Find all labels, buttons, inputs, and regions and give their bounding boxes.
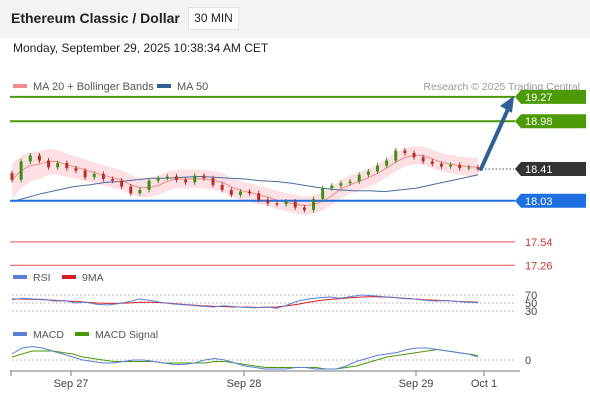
legend-swatch: [75, 332, 89, 336]
x-tick-label: Oct 1: [471, 378, 497, 390]
candle-body: [257, 193, 261, 200]
bollinger-band: [12, 146, 478, 215]
candle-body: [211, 178, 215, 185]
legend-swatch: [13, 275, 27, 279]
price-label: 17.54: [525, 237, 553, 249]
candle-body: [156, 178, 160, 181]
forecast-arrow: [479, 104, 511, 171]
legend-label: MACD: [33, 329, 64, 341]
rsi-level-label: 30: [525, 306, 537, 318]
candle-body: [138, 189, 142, 194]
candle-body: [83, 170, 87, 178]
candle-body: [120, 180, 124, 187]
macd-signal-line: [11, 348, 479, 370]
candle-body: [430, 161, 434, 164]
price-tag-box: [515, 193, 586, 208]
candle-body: [449, 164, 453, 167]
candle-body: [458, 164, 462, 169]
candle-body: [293, 201, 297, 208]
legend-label: 9MA: [82, 272, 104, 284]
candle-body: [220, 184, 224, 190]
legend-swatch: [13, 84, 27, 88]
candle-body: [19, 161, 23, 180]
candle-body: [193, 175, 197, 183]
candle-body: [339, 183, 343, 186]
candle-body: [174, 176, 178, 180]
x-tick-label: Sep 27: [54, 378, 89, 390]
datetime-label: Monday, September 29, 2025 10:38:34 AM C…: [13, 41, 269, 55]
candle-body: [184, 179, 188, 183]
candle-body: [92, 173, 96, 178]
candle-body: [275, 203, 279, 205]
macd-line: [11, 345, 479, 370]
forecast-arrowhead: [500, 95, 514, 113]
header-bar: Ethereum Classic / Dollar 30 MIN: [0, 0, 590, 38]
candle-body: [302, 207, 306, 210]
candle-body: [65, 163, 69, 169]
legend-swatch: [13, 332, 27, 336]
chart-title: Ethereum Classic / Dollar: [11, 10, 180, 26]
price-tag-box: [515, 161, 586, 176]
price-tag-box: [515, 89, 586, 104]
macd-zero-label: 0: [525, 355, 531, 367]
candle-body: [28, 155, 32, 162]
candle-body: [284, 201, 288, 205]
candle-body: [312, 199, 316, 210]
timeframe-selector[interactable]: 30 MIN: [188, 7, 239, 30]
candle-body: [111, 179, 115, 181]
legend-label: RSI: [33, 272, 51, 284]
candle-body: [412, 153, 416, 158]
candle-body: [394, 150, 398, 161]
candle-body: [37, 155, 41, 161]
candle-body: [467, 167, 471, 169]
candle-body: [330, 185, 334, 189]
x-tick-label: Sep 28: [227, 378, 262, 390]
candle-body: [147, 180, 151, 190]
legend-label: MA 20 + Bollinger Bands: [33, 81, 154, 93]
legend-label: MA 50: [177, 81, 208, 93]
ma20-line: [11, 154, 479, 207]
candle-body: [56, 163, 60, 168]
candle-body: [229, 189, 233, 195]
legend-label: MACD Signal: [95, 329, 158, 341]
candle-body: [403, 150, 407, 154]
candle-body: [385, 160, 389, 166]
candle-body: [202, 175, 206, 179]
candle-body: [47, 160, 51, 168]
candle-body: [74, 168, 78, 171]
price-label: 18.41: [525, 164, 553, 176]
price-label: 18.98: [525, 116, 553, 128]
candle-body: [101, 173, 105, 180]
price-tag-box: [515, 114, 586, 129]
candle-body: [321, 188, 325, 200]
candle-body: [421, 157, 425, 162]
legend-swatch: [62, 275, 76, 279]
candle-body: [10, 173, 14, 180]
candle-body: [348, 181, 352, 184]
x-tick-label: Sep 29: [399, 378, 434, 390]
ma50-line: [11, 174, 479, 203]
rsi-level-label: 70: [525, 290, 537, 302]
candle-body: [476, 167, 480, 169]
rsi-level-label: 50: [525, 298, 537, 310]
candle-body: [366, 171, 370, 175]
candle-body: [439, 163, 443, 167]
candle-body: [266, 199, 270, 204]
candle-body: [129, 186, 133, 194]
candle-body: [238, 191, 242, 195]
legend-swatch: [157, 84, 171, 88]
candle-body: [357, 174, 361, 182]
rsi-line: [11, 294, 479, 309]
candle-body: [165, 176, 169, 179]
price-label: 18.03: [525, 196, 553, 208]
rsi-ma-line: [12, 296, 479, 308]
candle-body: [248, 191, 252, 194]
price-label: 19.27: [525, 92, 553, 104]
price-label: 17.26: [525, 260, 553, 272]
candle-body: [375, 165, 379, 172]
